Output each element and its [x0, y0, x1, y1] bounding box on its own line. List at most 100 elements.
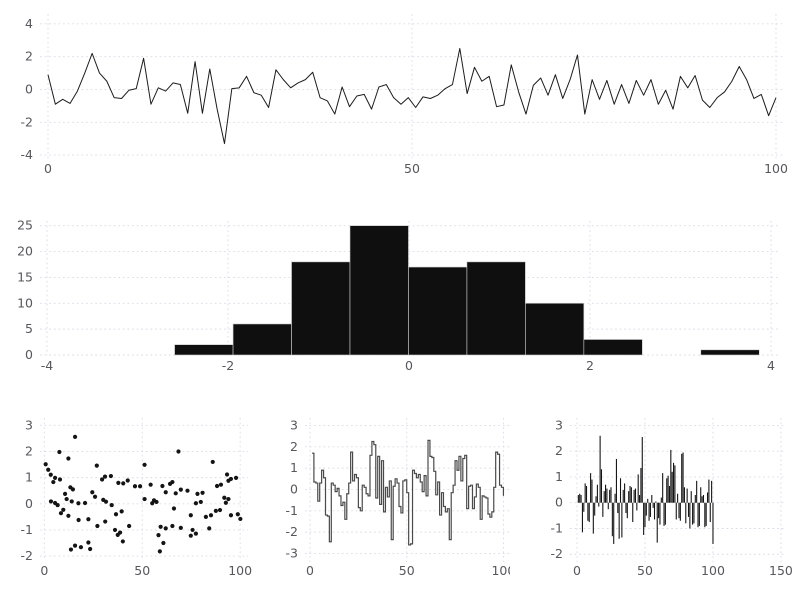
scatter-point [226, 496, 231, 502]
histogram-bar [349, 225, 409, 356]
scatter-point [176, 449, 181, 454]
scatter-point [57, 449, 62, 455]
bar-segment [662, 473, 664, 503]
y-tick-label: 0 [25, 347, 33, 362]
bar-segment [692, 502, 694, 525]
scatter-point [188, 533, 193, 538]
y-tick-label: -4 [21, 147, 34, 162]
y-tick-label: 3 [290, 417, 298, 432]
bar-segment [607, 502, 609, 510]
scatter-point [224, 472, 230, 477]
scatter-point [72, 434, 78, 439]
scatter-point [62, 491, 68, 496]
scatter-point [115, 532, 120, 537]
bar-segment [653, 502, 656, 520]
x-tick-label: 0 [44, 161, 52, 176]
top-line-chart-canvas: 0 50 100 -4 -2 0 2 4 [21, 14, 788, 176]
bar-chart-canvas: 0 50 100 150 -2 -1 0 1 2 3 [551, 417, 793, 578]
y-tick-label: 2 [25, 443, 33, 458]
bar-segment [670, 449, 672, 503]
bar-segment [648, 502, 650, 521]
bar-segment [693, 502, 695, 524]
histogram-bar [700, 349, 760, 356]
bar-segment [610, 487, 612, 503]
y-tick-label: 1 [25, 470, 33, 485]
scatter-point [142, 496, 147, 502]
y-tick-label: 4 [25, 16, 33, 31]
scatter-point [173, 491, 178, 496]
scatter-point [103, 499, 109, 504]
bar-segment [619, 478, 622, 503]
y-tick-label: -1 [286, 503, 298, 518]
y-tick-label: -2 [21, 548, 33, 563]
scatter-point [148, 482, 153, 487]
x-tick-label: 100 [491, 563, 510, 578]
bar-segment [686, 488, 688, 503]
bar-segment [711, 480, 713, 503]
scatter-point [57, 477, 63, 482]
scatter-point [132, 484, 138, 489]
bar-segment [682, 452, 684, 503]
bar-segment [701, 496, 703, 503]
bar-segment [652, 502, 654, 508]
scatter-point [228, 513, 234, 518]
scatter-point [171, 506, 177, 511]
x-tick-label: 50 [404, 161, 420, 176]
scatter-point [137, 484, 143, 489]
scatter-point [78, 545, 84, 550]
bar-segment [602, 502, 604, 517]
bar-segment [656, 502, 658, 543]
bar-segment [674, 465, 676, 503]
bar-segment [709, 502, 711, 523]
scatter-point [119, 509, 124, 514]
scatter-point [82, 500, 88, 506]
scatter-point [70, 487, 76, 492]
y-tick-label: -2 [286, 524, 298, 539]
scatter-point [66, 456, 71, 461]
scatter-point [43, 462, 48, 467]
scatter-point [235, 512, 240, 517]
top-line-chart: 0 50 100 -4 -2 0 2 4 [0, 0, 800, 195]
bar-segment [668, 485, 671, 503]
bar-segment [690, 491, 692, 503]
scatter-point [233, 475, 239, 480]
bar-segment [712, 502, 714, 544]
bar-segment [683, 487, 685, 503]
y-tick-label: 20 [17, 244, 33, 259]
x-tick-label: 0 [306, 563, 314, 578]
bar-segment [696, 480, 698, 503]
bar-segment [611, 502, 613, 537]
scatter-point [121, 481, 126, 486]
bar-segment [647, 498, 649, 503]
y-tick-label: -3 [286, 545, 298, 560]
bar-segment [640, 467, 642, 503]
x-tick-label: 2 [586, 358, 594, 373]
scatter-chart: 0 50 100 -2 -1 0 1 2 3 [0, 400, 260, 600]
bar-segment [641, 437, 643, 503]
bar-segment [637, 474, 639, 503]
bar-segment [632, 502, 634, 523]
scatter-point [190, 527, 195, 533]
scatter-point [178, 487, 183, 492]
y-tick-label: 2 [290, 439, 298, 454]
scatter-point [198, 499, 203, 505]
x-tick-label: 0 [40, 563, 48, 578]
x-tick-label: 150 [769, 563, 793, 578]
y-tick-label: -1 [21, 522, 33, 537]
bar-segment [609, 489, 611, 503]
bar-segment [580, 495, 582, 503]
scatter-point [52, 475, 58, 480]
bar-segment [694, 495, 696, 503]
bar-segment [678, 502, 680, 519]
scatter-point [170, 523, 175, 529]
bar-segment [679, 502, 681, 521]
bar-segment [689, 502, 691, 529]
y-tick-label: 1 [290, 460, 298, 475]
scatter-point [58, 511, 64, 516]
bar-segment [598, 502, 600, 507]
scatter-point [46, 467, 51, 472]
bar-segment [585, 485, 588, 503]
bar-segment [594, 502, 596, 516]
scatter-point [88, 546, 93, 552]
